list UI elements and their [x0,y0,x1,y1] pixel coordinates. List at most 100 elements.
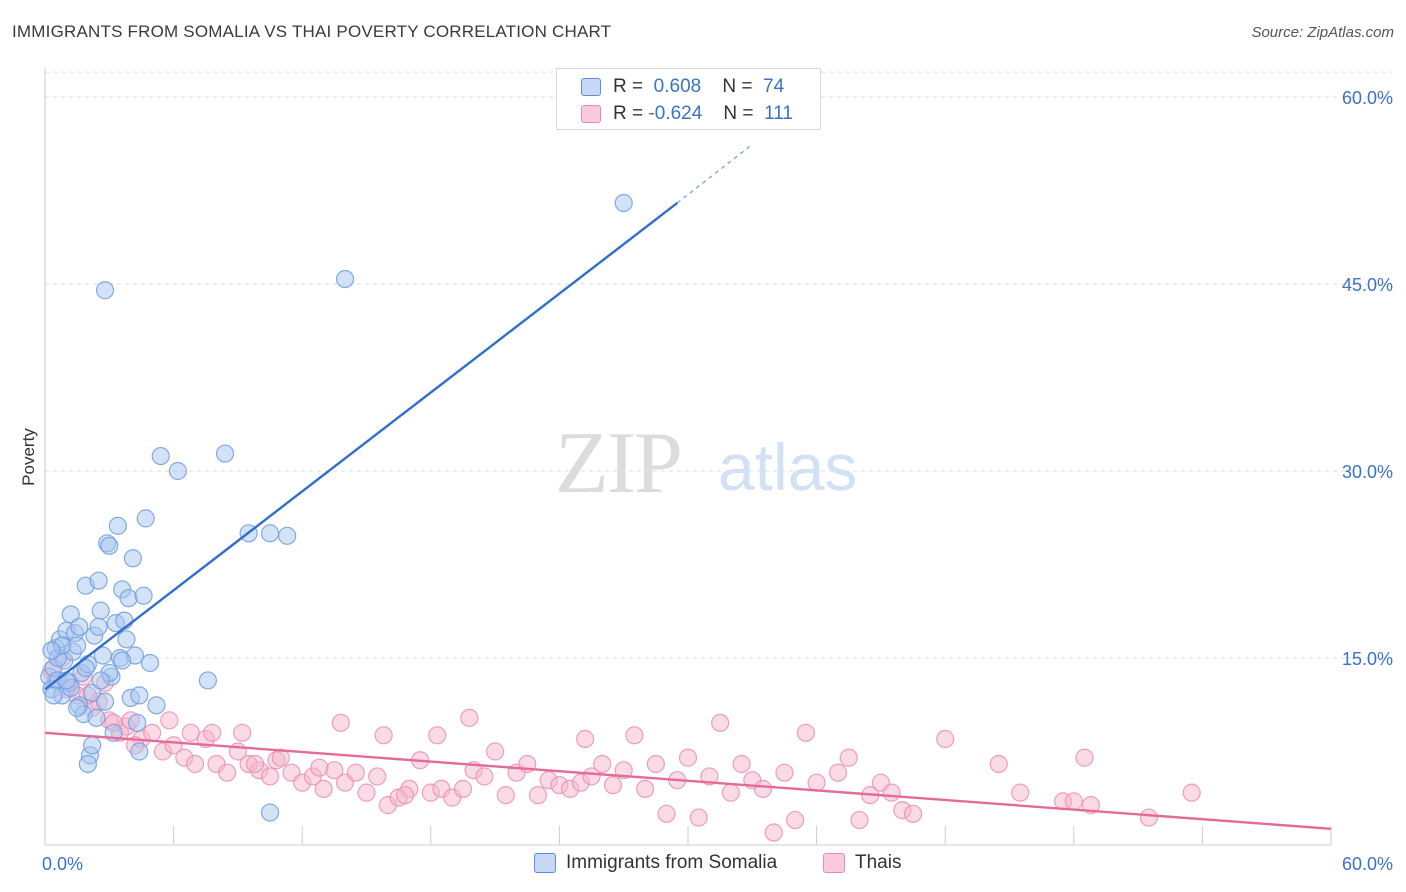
thais-point [314,779,333,799]
somalia-point [168,461,187,481]
somalia-point [198,671,217,690]
somalia-point [91,671,110,690]
thais-point [395,786,415,805]
thais-point [593,754,612,774]
thais-point [807,773,826,792]
legend-r-label: R = [613,76,644,97]
legend-swatch-thais [581,105,601,123]
somalia-point [89,617,108,636]
legend-r-value: 0.608 [653,76,702,97]
somalia-point [95,281,115,300]
thais-point [786,810,805,830]
thais-point [1011,783,1030,802]
thais-point [850,810,869,830]
somalia-point [113,651,132,670]
thais-point [764,823,783,842]
stats-legend: R = 0.608 N = 74 R = -0.624 N = 111 [556,68,821,130]
thais-point [882,783,901,802]
thais-point [310,758,329,777]
y-tick-label: 30.0% [1342,462,1393,482]
thais-point [732,754,751,774]
legend-swatch-thais [823,853,845,873]
thais-point [903,804,923,823]
somalia-point [95,692,115,711]
thais-point [368,767,387,786]
somalia-point [115,611,134,630]
thais-point [936,729,955,749]
y-tick-label: 15.0% [1342,649,1393,669]
thais-point [346,763,365,782]
trend-line-thais [44,731,1332,830]
thais-point [428,726,447,745]
thais-point [1139,808,1158,827]
y-tick-labels: 15.0% 30.0% 45.0% 60.0% [1342,88,1393,669]
source-label: Source: ZipAtlas.com [1251,24,1394,41]
somalia-point [91,601,110,620]
legend-item-somalia[interactable]: Immigrants from Somalia [534,852,777,874]
somalia-point [119,589,138,608]
legend-r-value: -0.624 [648,103,703,124]
thais-point [374,726,393,745]
thais-point [603,776,623,795]
thais-point [721,783,740,802]
somalia-point [130,686,149,705]
thais-point [460,708,479,727]
legend-row-thais: R = -0.624 N = 111 [581,100,793,128]
somalia-point [136,509,155,528]
somalia-point [147,696,166,715]
thais-point [753,779,773,799]
thais-point [143,723,162,742]
legend-n-label: N = [723,103,754,124]
trend-lines [44,143,1332,830]
thais-point [625,726,644,745]
y-tick-label: 60.0% [1342,88,1393,108]
thais-point [775,763,794,782]
somalia-point [78,754,97,774]
thais-point [711,713,730,732]
thais-point [331,713,350,732]
somalia-point [130,742,149,761]
gridlines [45,71,1392,659]
thais-point [839,748,858,767]
x-tick-label-max: 60.0% [1342,854,1393,874]
somalia-point [44,686,63,705]
thais-point [989,754,1008,774]
thais-point [614,761,633,780]
somalia-point [57,671,76,690]
legend-swatch-somalia [581,78,601,96]
x-tick-label-min: 0.0% [42,854,83,874]
thais-point [260,767,280,786]
somalia-point [278,526,297,545]
somalia-point [117,630,136,649]
trend-line-somalia-extension [676,143,753,204]
legend-swatch-somalia [534,853,556,873]
somalia-point [140,653,160,673]
somalia-point [89,571,108,590]
somalia-point [260,524,280,543]
thais-point [636,779,655,799]
somalia-point [61,605,80,624]
series-legend: Immigrants from Somalia Thais [0,852,1406,878]
somalia-point [76,658,95,678]
thais-point [185,754,205,774]
y-axis-label: Poverty [19,428,38,486]
legend-r-label: R = [613,103,644,124]
thais-point [1064,792,1083,811]
watermark-atlas: atlas [718,430,857,504]
legend-item-thais[interactable]: Thais [823,852,901,874]
somalia-point [83,736,102,755]
somalia-point [128,713,147,732]
somalia-point [151,446,170,466]
somalia-point [108,516,127,535]
somalia-point [83,683,102,703]
legend-n-value: 74 [763,76,785,97]
thais-point [181,723,200,742]
somalia-point [100,536,119,555]
watermark-zip: ZIP [555,415,681,512]
somalia-point [87,708,106,727]
thais-point [678,748,698,767]
trend-line-somalia [44,202,679,691]
y-tick-label: 45.0% [1342,275,1393,295]
somalia-point [123,549,142,568]
legend-label-somalia: Immigrants from Somalia [566,852,778,873]
